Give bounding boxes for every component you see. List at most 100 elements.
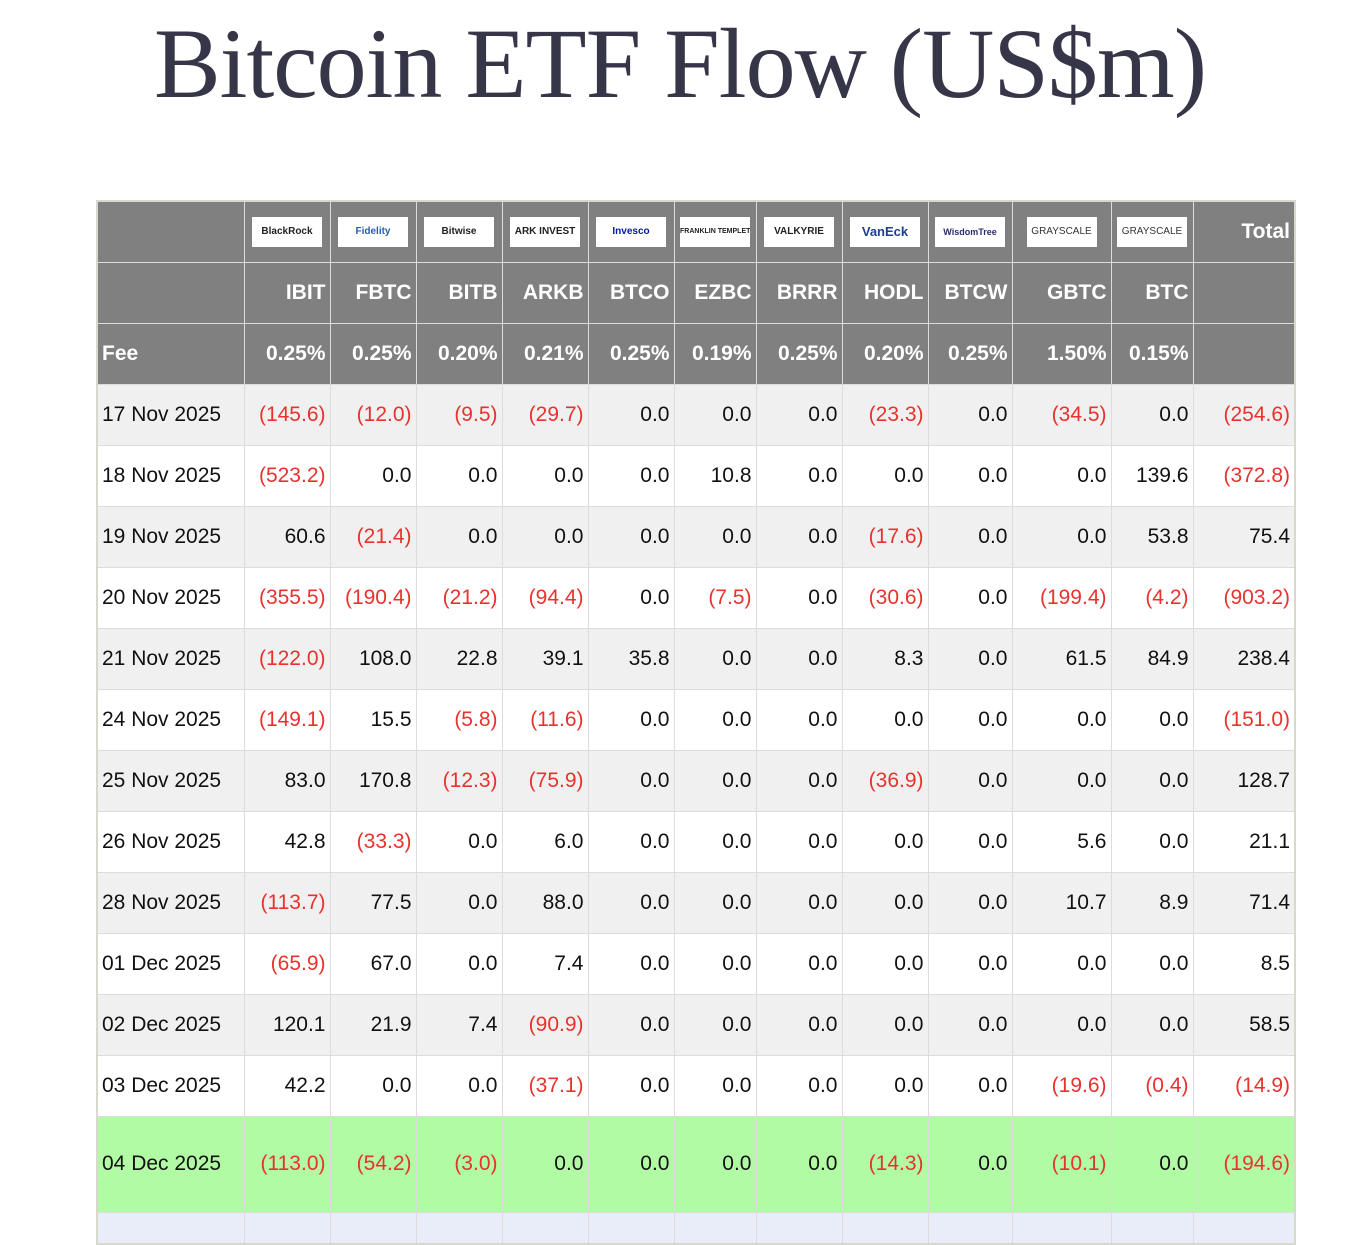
flow-cell: 0.0 — [841, 871, 929, 934]
total-cell: 75.4 — [1192, 505, 1296, 568]
flow-cell: (4.2) — [1110, 566, 1194, 629]
flow-cell: (21.4) — [329, 505, 417, 568]
flow-cell: 42.2 — [243, 1054, 331, 1117]
flow-cell: 0.0 — [329, 444, 417, 507]
flow-cell: 0.0 — [673, 688, 757, 751]
flow-cell: 0.0 — [673, 810, 757, 873]
flow-cell: (145.6) — [243, 383, 331, 446]
flow-cell: 0.0 — [587, 932, 675, 995]
flow-cell: 0.0 — [1110, 932, 1194, 995]
flow-cell: (149.1) — [243, 688, 331, 751]
flow-cell: (23.3) — [841, 383, 929, 446]
flow-cell: 0.0 — [927, 932, 1013, 995]
flow-cell: (19.6) — [1011, 1054, 1112, 1117]
empty-cell — [96, 261, 245, 324]
flow-cell: 0.0 — [415, 932, 503, 995]
flow-cell: 21.9 — [329, 993, 417, 1056]
flow-cell: 0.0 — [415, 871, 503, 934]
total-cell: (254.6) — [1192, 383, 1296, 446]
flow-cell: 0.0 — [673, 627, 757, 690]
empty-cell — [1011, 1211, 1112, 1244]
flow-cell: 0.0 — [1110, 749, 1194, 812]
table-row: 18 Nov 2025 (523.2) 0.0 0.0 0.0 0.0 10.8 0.0 0.0… — [96, 444, 1296, 507]
flow-cell: (190.4) — [329, 566, 417, 629]
flow-cell: 0.0 — [1110, 993, 1194, 1056]
flow-cell: 0.0 — [1011, 932, 1112, 995]
flow-cell: 0.0 — [927, 810, 1013, 873]
flow-cell: 0.0 — [587, 810, 675, 873]
fee-value: 0.25% — [329, 322, 417, 385]
flow-cell: 0.0 — [673, 932, 757, 995]
total-cell: (151.0) — [1192, 688, 1296, 751]
flow-cell: (5.8) — [415, 688, 503, 751]
flow-cell: 0.0 — [927, 1054, 1013, 1117]
issuer-logo: VanEck — [850, 216, 920, 247]
issuer-logo-cell: Fidelity — [329, 200, 417, 263]
ticker-header: FBTC — [329, 261, 417, 324]
flow-cell: 0.0 — [587, 1115, 675, 1213]
date-cell: 17 Nov 2025 — [96, 383, 245, 446]
date-cell: 28 Nov 2025 — [96, 871, 245, 934]
flow-cell: 0.0 — [841, 688, 929, 751]
flow-cell: 8.9 — [1110, 871, 1194, 934]
total-cell: (372.8) — [1192, 444, 1296, 507]
empty-cell — [415, 1211, 503, 1244]
issuer-logo: WisdomTree — [935, 216, 1005, 247]
corner-cell — [96, 200, 245, 263]
flow-cell: 0.0 — [755, 810, 843, 873]
flow-cell: 15.5 — [329, 688, 417, 751]
ticker-header: BITB — [415, 261, 503, 324]
date-cell: 01 Dec 2025 — [96, 932, 245, 995]
fee-value: 0.25% — [755, 322, 843, 385]
flow-cell: 0.0 — [927, 444, 1013, 507]
flow-cell: (113.7) — [243, 871, 331, 934]
issuer-logo: GRAYSCALE — [1117, 216, 1187, 247]
empty-cell — [96, 1211, 245, 1244]
flow-cell: 0.0 — [501, 505, 589, 568]
flow-cell: (21.2) — [415, 566, 503, 629]
flow-cell: 0.0 — [927, 993, 1013, 1056]
table-row: 28 Nov 2025 (113.7) 77.5 0.0 88.0 0.0 0.0 0.0 0.… — [96, 871, 1296, 934]
flow-cell: 0.0 — [1110, 383, 1194, 446]
issuer-logo: Invesco — [596, 216, 666, 247]
flow-cell: (7.5) — [673, 566, 757, 629]
flow-cell: 0.0 — [1110, 1115, 1194, 1213]
flow-cell: (12.0) — [329, 383, 417, 446]
issuer-logo-cell: ARK INVEST — [501, 200, 589, 263]
empty-cell — [927, 1211, 1013, 1244]
flow-cell: 5.6 — [1011, 810, 1112, 873]
flow-cell: 0.0 — [841, 993, 929, 1056]
date-cell: 18 Nov 2025 — [96, 444, 245, 507]
flow-cell: 0.0 — [755, 871, 843, 934]
flow-cell: 0.0 — [755, 383, 843, 446]
flow-cell: 0.0 — [673, 1115, 757, 1213]
total-cell: (14.9) — [1192, 1054, 1296, 1117]
fee-value: 0.15% — [1110, 322, 1194, 385]
flow-cell: (113.0) — [243, 1115, 331, 1213]
table-row: 02 Dec 2025 120.1 21.9 7.4 (90.9) 0.0 0.0 0.0 0.… — [96, 993, 1296, 1056]
flow-cell: (523.2) — [243, 444, 331, 507]
flow-cell: 0.0 — [927, 505, 1013, 568]
flow-cell: (14.3) — [841, 1115, 929, 1213]
flow-cell: 0.0 — [587, 444, 675, 507]
flow-cell: 0.0 — [587, 1054, 675, 1117]
fee-value: 0.20% — [841, 322, 929, 385]
issuer-logo-cell: Bitwise — [415, 200, 503, 263]
flow-cell: (17.6) — [841, 505, 929, 568]
flow-cell: 0.0 — [673, 1054, 757, 1117]
flow-cell: (3.0) — [415, 1115, 503, 1213]
flow-cell: (355.5) — [243, 566, 331, 629]
fee-value: 0.25% — [927, 322, 1013, 385]
page-title: Bitcoin ETF Flow (US$m) — [153, 8, 1207, 119]
fee-value: 0.21% — [501, 322, 589, 385]
flow-cell: (122.0) — [243, 627, 331, 690]
flow-cell: (199.4) — [1011, 566, 1112, 629]
flow-cell: 0.0 — [587, 688, 675, 751]
flow-cell: (90.9) — [501, 993, 589, 1056]
total-header: Total — [1192, 200, 1296, 263]
flow-cell: 0.0 — [841, 1054, 929, 1117]
date-cell: 03 Dec 2025 — [96, 1054, 245, 1117]
issuer-logo-cell: BlackRock — [243, 200, 331, 263]
issuer-logo-cell: GRAYSCALE — [1110, 200, 1194, 263]
table-row: 04 Dec 2025 (113.0) (54.2) (3.0) 0.0 0.0 0.0 0.… — [96, 1115, 1296, 1213]
